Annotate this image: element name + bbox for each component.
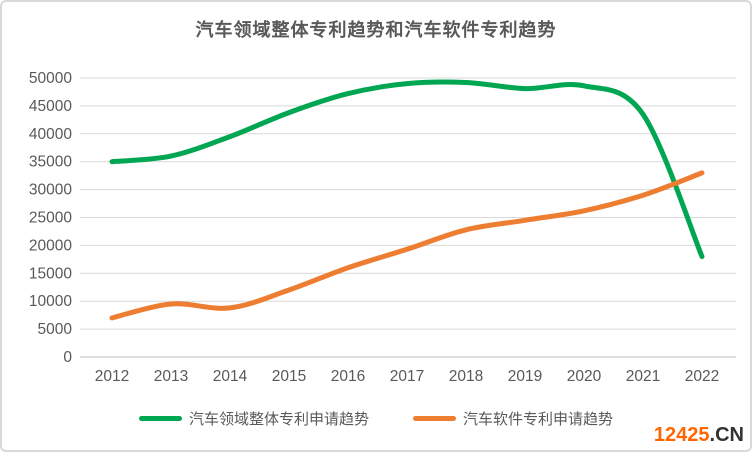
y-axis-tick-label: 10000 [29, 293, 72, 310]
y-axis-tick-label: 45000 [29, 98, 72, 115]
watermark-suffix: .CN [709, 424, 744, 446]
chart-legend: 汽车领域整体专利申请趋势 汽车软件专利申请趋势 [2, 408, 750, 429]
watermark: 12425.CN [654, 425, 744, 445]
y-axis-tick-label: 40000 [29, 126, 72, 143]
y-axis-tick-label: 35000 [29, 154, 72, 171]
legend-item-overall: 汽车领域整体专利申请趋势 [138, 408, 369, 429]
x-axis-tick-label: 2012 [95, 368, 129, 385]
legend-label-overall: 汽车领域整体专利申请趋势 [188, 411, 369, 428]
x-axis-tick-label: 2022 [685, 368, 719, 385]
x-axis-tick-label: 2015 [272, 368, 306, 385]
legend-label-software: 汽车软件专利申请趋势 [463, 411, 614, 428]
x-axis-tick-label: 2019 [508, 368, 542, 385]
x-axis-tick-label: 2016 [331, 368, 365, 385]
series-line-1 [109, 170, 705, 321]
series-line-0 [109, 79, 705, 260]
y-axis-tick-label: 50000 [29, 70, 72, 87]
line-chart: 0 5000 10000 15000 20000 25000 30000 35000 40000… [29, 70, 736, 385]
legend-swatch-overall-line [138, 416, 182, 421]
x-axis-tick-label: 2014 [213, 368, 248, 385]
x-axis-tick-label: 2013 [154, 368, 188, 385]
x-axis-tick-label: 2020 [567, 368, 602, 385]
x-axis-tick-label: 2021 [626, 368, 660, 385]
y-axis-tick-label: 15000 [29, 265, 72, 282]
watermark-number: 12425 [653, 424, 710, 446]
x-axis-tick-label: 2018 [449, 368, 483, 385]
x-axis-tick-label: 2017 [390, 368, 424, 385]
legend-swatch-software-line [413, 416, 456, 421]
y-axis-tick-label: 0 [63, 349, 72, 366]
legend-item-software: 汽车软件专利申请趋势 [413, 408, 613, 429]
y-axis-tick-label: 20000 [29, 237, 72, 254]
y-axis-tick-label: 5000 [38, 321, 73, 338]
y-axis-tick-label: 25000 [29, 210, 72, 227]
y-axis-tick-label: 30000 [29, 182, 72, 199]
chart-title: 汽车领域整体专利趋势和汽车软件专利趋势 [195, 20, 557, 40]
